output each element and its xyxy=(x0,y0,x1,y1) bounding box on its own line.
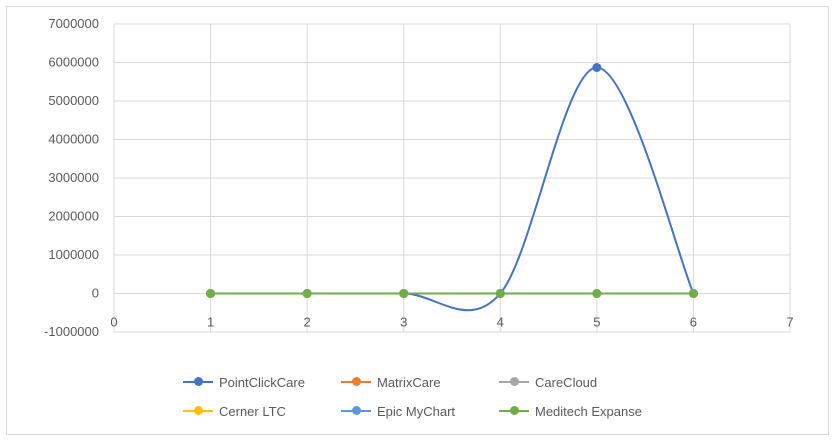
data-point xyxy=(592,289,602,298)
y-tick-label: 2000000 xyxy=(48,209,99,224)
data-point xyxy=(688,289,698,298)
legend-item-matrixcare[interactable]: MatrixCare xyxy=(341,372,441,392)
legend-item-meditech-expanse[interactable]: Meditech Expanse xyxy=(499,401,642,421)
legend-label: Cerner LTC xyxy=(219,403,286,419)
y-tick-label: -1000000 xyxy=(44,324,99,339)
x-tick-label: 2 xyxy=(304,315,311,330)
legend-swatch xyxy=(183,406,213,415)
y-tick-label: 4000000 xyxy=(48,132,99,147)
series-line-0 xyxy=(210,66,695,312)
legend-item-cerner-ltc[interactable]: Cerner LTC xyxy=(183,401,286,421)
y-tick-label: 5000000 xyxy=(48,93,99,108)
legend-label: MatrixCare xyxy=(377,374,441,390)
x-tick-label: 6 xyxy=(690,315,697,330)
y-tick-label: 1000000 xyxy=(48,247,99,262)
chart-area xyxy=(6,6,829,435)
legend-swatch xyxy=(341,406,371,415)
legend-swatch xyxy=(341,377,371,386)
x-tick-label: 4 xyxy=(497,315,504,330)
x-tick-label: 1 xyxy=(207,315,214,330)
x-tick-label: 5 xyxy=(593,315,600,330)
data-point xyxy=(302,289,312,298)
data-point xyxy=(206,289,216,298)
y-tick-label: 3000000 xyxy=(48,170,99,185)
legend-item-carecloud[interactable]: CareCloud xyxy=(499,372,597,392)
y-tick-label: 7000000 xyxy=(48,16,99,31)
legend-label: PointClickCare xyxy=(219,374,305,390)
x-tick-label: 3 xyxy=(400,315,407,330)
x-tick-label: 0 xyxy=(110,315,117,330)
y-tick-label: 6000000 xyxy=(48,55,99,70)
legend-swatch xyxy=(183,377,213,386)
y-tick-label: 0 xyxy=(92,286,99,301)
data-point xyxy=(495,289,505,298)
legend-label: Meditech Expanse xyxy=(535,403,642,419)
legend-swatch xyxy=(499,406,529,415)
legend-swatch xyxy=(499,377,529,386)
x-tick-label: 7 xyxy=(786,315,793,330)
data-point xyxy=(592,63,602,73)
data-point xyxy=(399,289,409,298)
legend-item-epic-mychart[interactable]: Epic MyChart xyxy=(341,401,455,421)
legend-item-pointclickcare[interactable]: PointClickCare xyxy=(183,372,305,392)
legend-label: CareCloud xyxy=(535,374,598,390)
legend-label: Epic MyChart xyxy=(377,403,456,419)
